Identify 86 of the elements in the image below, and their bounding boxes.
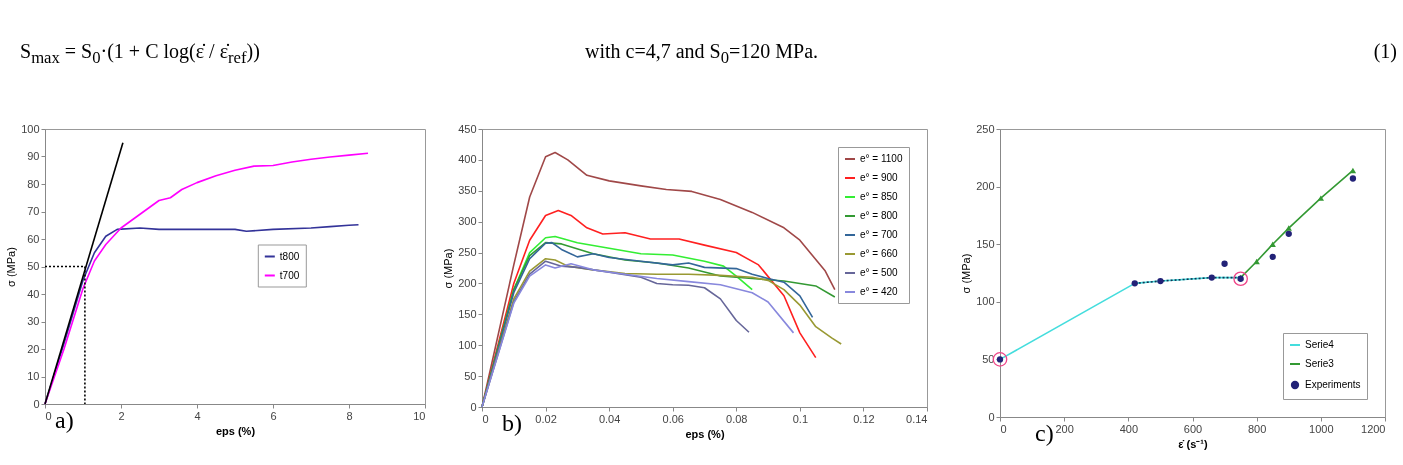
legend-label: e° = 420 [860,286,899,297]
y-tick-label: 100 [976,295,995,308]
point [1285,225,1292,231]
legend-label: Serie3 [1305,358,1335,369]
point [1349,175,1357,182]
text: S$_{max}$ = S$_{0}$·(1 + C log(ε̇ / ε̇$_{ref}$)) [20,40,260,68]
x-axis-title: eps (%) [685,427,725,440]
legend-label: e° = 1100 [860,153,903,164]
y-tick-label: 0 [33,397,40,410]
point [1269,253,1276,261]
legend-label: e° = 900 [860,172,899,183]
y-tick-label: 0 [470,400,477,413]
y-tick-label: 90 [27,150,40,162]
x-tick-label: 0.1 [792,412,809,425]
x-tick-label: 1000 [1309,422,1334,435]
text: c) [1035,420,1054,447]
y-tick-label: 80 [27,177,40,190]
y-tick-label: 100 [458,338,477,351]
x-tick-label: 400 [1119,422,1139,435]
y-tick-label: 20 [27,342,40,355]
point [1269,241,1276,247]
x-tick-label: 4 [194,409,201,422]
x-tick-label: 0.02 [535,412,557,425]
text: b) [502,410,522,437]
legend-label: Serie4 [1305,339,1335,350]
point [1349,167,1357,174]
legend-label: e° = 850 [860,191,899,202]
y-tick-label: 250 [458,246,477,259]
point [1208,274,1215,281]
legend-label: Experiments [1305,379,1361,390]
point [992,352,1008,367]
legend-label: t800 [279,250,300,262]
x-tick-label: 2 [118,409,125,422]
text: with c=4,7 and S$_{0}$=120 MPa. [585,40,819,68]
point [1253,258,1260,265]
y-tick-label: 150 [458,307,477,320]
x-tick-label: 0 [45,409,52,422]
text: a) [55,407,74,434]
point [1285,230,1292,237]
y-tick-label: 50 [464,369,477,382]
x-tick-label: 0.12 [853,412,875,425]
y-tick-label: 450 [458,122,477,135]
legend-label: e° = 700 [860,229,899,240]
x-tick-label: 6 [270,409,277,422]
legend-label: e° = 500 [860,267,899,278]
y-axis-title: σ (MPa) [442,248,455,289]
y-axis-title: σ (MPa) [960,253,973,294]
x-tick-label: 0.04 [598,412,621,425]
y-tick-label: 70 [27,205,40,217]
x-tick-label: 1200 [1361,422,1386,435]
y-tick-label: 350 [458,184,477,197]
y-tick-label: 200 [458,276,477,289]
x-tick-label: 0.14 [906,412,928,425]
y-tick-label: 40 [27,287,40,300]
line-series [481,262,795,408]
y-axis-title: σ (MPa) [5,247,18,287]
y-tick-label: 30 [27,315,40,327]
x-tick-label: 0 [482,412,489,425]
x-tick-label: 0 [1000,422,1007,435]
y-tick-label: 100 [21,122,40,135]
point [1131,280,1138,287]
y-tick-label: 200 [976,180,995,193]
legend-label: e° = 660 [860,248,899,259]
y-tick-label: 250 [976,122,995,135]
point [1157,277,1164,285]
x-tick-label: 200 [1055,422,1074,435]
y-tick-label: 50 [27,260,40,272]
legend-label: t700 [279,269,300,281]
x-tick-label: 0.06 [662,412,684,425]
y-tick-label: 150 [976,237,995,250]
x-tick-label: 8 [346,409,353,422]
x-tick-label: 800 [1247,422,1267,435]
legend-label: e° = 800 [860,210,899,221]
point [1233,271,1248,287]
x-axis-title: ε̇ (s⁻¹) [1178,437,1209,450]
y-tick-label: 10 [27,370,40,382]
point [1221,260,1228,267]
y-tick-label: 60 [27,232,40,245]
x-tick-label: 0.08 [726,412,748,425]
y-tick-label: 400 [458,153,477,166]
point [1317,195,1324,201]
y-tick-label: 300 [458,215,477,228]
text: (1) [1373,40,1397,63]
x-tick-label: 600 [1183,422,1203,435]
x-axis-title: eps (%) [215,424,256,437]
x-tick-label: 10 [413,409,426,422]
